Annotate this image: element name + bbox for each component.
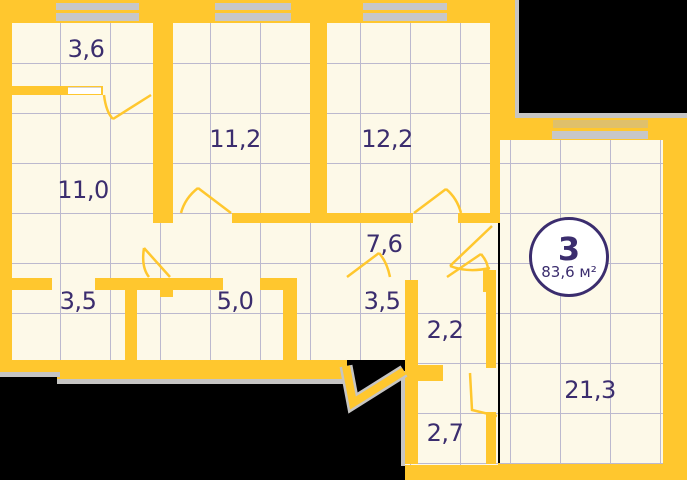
room-area-label: 3,6: [67, 35, 105, 63]
wall: [405, 463, 687, 480]
window: [56, 3, 139, 10]
window: [215, 3, 291, 10]
wall: [153, 23, 173, 223]
window: [68, 87, 101, 94]
wall: [405, 280, 418, 464]
window: [56, 13, 139, 21]
shadow-edge: [0, 372, 60, 377]
room-area-label: 21,3: [564, 376, 616, 404]
room-area-label: 2,2: [426, 316, 464, 344]
apartment-total-area: 83,6 м²: [541, 262, 597, 281]
section-break-line: [342, 365, 407, 410]
room-area-label: 7,6: [365, 230, 403, 258]
window: [363, 3, 447, 10]
floor-area: [500, 140, 663, 464]
building-cutout: [519, 0, 687, 113]
window: [553, 120, 648, 128]
room-area-label: 3,5: [59, 287, 97, 315]
cutout-border: [515, 113, 687, 118]
wall: [486, 292, 496, 368]
room-area-label: 11,0: [57, 176, 109, 204]
window: [363, 13, 447, 21]
floor-area: [405, 213, 498, 465]
window: [215, 13, 291, 21]
apartment-badge: 3 83,6 м²: [529, 217, 609, 297]
apartment-number: 3: [557, 229, 581, 268]
wall: [490, 0, 519, 142]
room-area-label: 5,0: [216, 287, 254, 315]
shadow-edge: [401, 371, 405, 466]
wall: [663, 118, 687, 480]
wall: [12, 86, 103, 95]
wall: [283, 278, 297, 360]
wall: [486, 412, 496, 464]
wall: [0, 0, 12, 372]
room-area-label: 11,2: [209, 125, 261, 153]
wall: [417, 365, 443, 381]
room-area-label: 3,5: [363, 287, 401, 315]
wall: [95, 278, 223, 290]
wall: [232, 213, 413, 223]
wall: [483, 270, 496, 292]
section-break-line: [339, 364, 408, 414]
wall: [57, 358, 347, 379]
wall: [160, 285, 173, 297]
cutout-border: [515, 0, 519, 113]
wall: [125, 290, 137, 360]
shadow-edge: [57, 379, 350, 384]
wall: [490, 142, 500, 223]
room-area-label: 2,7: [426, 419, 464, 447]
wall: [458, 213, 498, 223]
room-area-label: 12,2: [361, 125, 413, 153]
window: [552, 131, 648, 139]
wall: [12, 278, 52, 290]
wall: [310, 23, 327, 213]
